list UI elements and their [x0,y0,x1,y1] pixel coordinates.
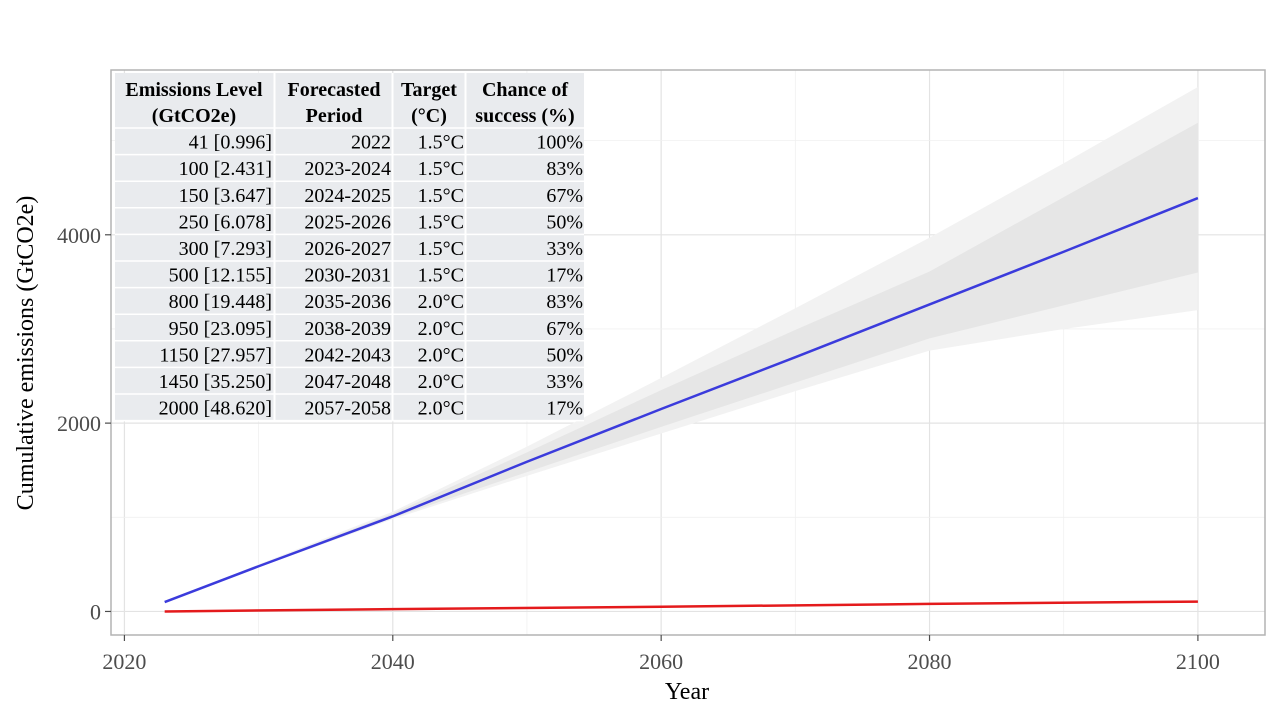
table-cell: 1.5°C [418,211,464,233]
table-cell: 2042-2043 [304,344,391,366]
table-header-line2: (°C) [411,105,447,127]
table-cell: 1.5°C [418,265,464,287]
table-cell: 41 [0.996] [189,132,272,154]
table-cell: 2000 [48.620] [159,398,272,420]
table-header-line1: Chance of [482,79,568,101]
table-cell: 2.0°C [418,398,464,420]
table-cell: 800 [19.448] [169,291,272,313]
table-header-line1: Emissions Level [125,79,263,101]
table-header-line2: Period [306,105,363,127]
table-cell: 2.0°C [418,371,464,393]
table-background [115,73,584,421]
table-header-line2: success (%) [475,105,574,127]
table-cell: 250 [6.078] [179,211,272,233]
table-cell: 2035-2036 [304,291,391,313]
table-cell: 67% [546,185,583,207]
table-cell: 50% [546,344,583,366]
table-cell: 1450 [35.250] [159,371,272,393]
table-header-line2: (GtCO2e) [152,105,236,127]
table-cell: 2023-2024 [304,158,391,180]
table-cell: 2030-2031 [304,265,391,287]
y-tick-label: 4000 [57,223,101,248]
x-axis-title: Year [665,679,709,705]
table-cell: 500 [12.155] [169,265,272,287]
table-cell: 83% [546,158,583,180]
series-line-2 [164,600,1198,613]
table-cell: 1.5°C [418,238,464,260]
data-series [164,196,1199,613]
table-cell: 2024-2025 [304,185,391,207]
table-cell: 300 [7.293] [179,238,272,260]
y-tick-label: 0 [90,599,101,624]
table-cell: 100% [536,132,583,154]
table-cell: 1.5°C [418,185,464,207]
table-cell: 67% [546,318,583,340]
table-header-line1: Forecasted [288,79,381,101]
table-cell: 2.0°C [418,318,464,340]
table-cell: 33% [546,238,583,260]
x-tick-label: 2060 [639,649,683,674]
table-cell: 2025-2026 [304,211,391,233]
table-cell: 1150 [27.957] [159,344,272,366]
table-cell: 17% [546,398,583,420]
x-tick-label: 2100 [1176,649,1220,674]
carbon-budget-table: Emissions Level (GtCO2e) Forecasted Period T… [115,73,584,422]
x-tick-label: 2080 [908,649,952,674]
table-cell: 33% [546,371,583,393]
x-tick-label: 2040 [371,649,415,674]
table-cell: 83% [546,291,583,313]
x-tick-label: 2020 [102,649,146,674]
series-line-1 [164,196,1199,604]
table-cell: 100 [2.431] [179,158,272,180]
table-cell: 2.0°C [418,344,464,366]
y-axis-ticks: 0 2000 4000 [57,223,111,624]
table-cell: 950 [23.095] [169,318,272,340]
table-cell: 2047-2048 [304,371,391,393]
x-axis-ticks: 2020 2040 2060 2080 2100 [102,635,1220,674]
table-cell: 17% [546,265,583,287]
table-header-line1: Target [401,79,457,101]
table-cell: 150 [3.647] [179,185,272,207]
table-cell: 2038-2039 [304,318,391,340]
y-axis-title: Cumulative emissions (GtCO2e) [13,196,39,511]
table-cell: 2026-2027 [304,238,391,260]
table-cell: 2057-2058 [304,398,391,420]
table-cell: 1.5°C [418,132,464,154]
table-cell: 50% [546,211,583,233]
table-cell: 2022 [351,132,391,154]
table-cell: 1.5°C [418,158,464,180]
y-tick-label: 2000 [57,411,101,436]
plot-panel-border [110,69,1266,636]
table-cell: 2.0°C [418,291,464,313]
